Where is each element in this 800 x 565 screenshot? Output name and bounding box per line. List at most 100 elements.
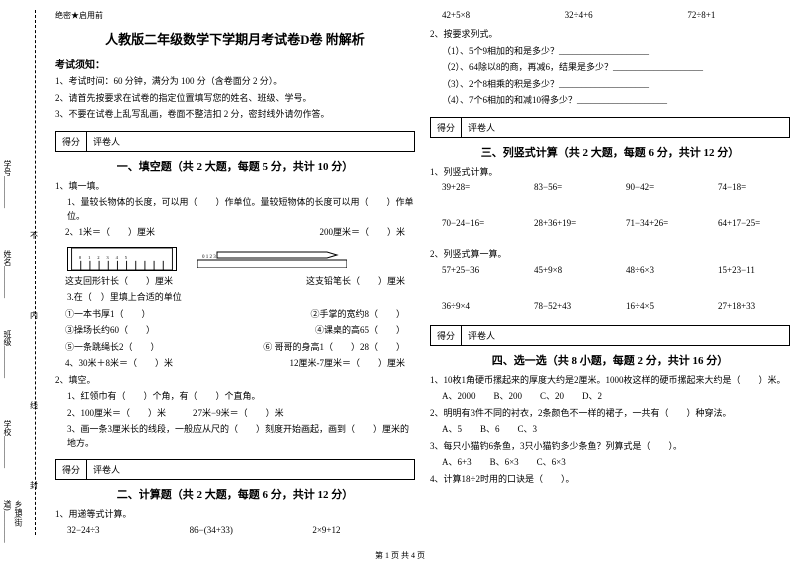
- section-1-title: 一、填空题（共 2 大题，每题 5 分，共计 10 分）: [55, 158, 415, 174]
- opt: ②手掌的宽约8（ ）: [310, 308, 405, 322]
- expr: 57+25−36: [442, 265, 514, 275]
- s3-q2: 2、列竖式算一算。: [430, 248, 790, 262]
- score-box: 得分 评卷人: [55, 131, 415, 152]
- expr: 74−18=: [718, 182, 790, 192]
- s2-q2-item: （3）、2个8相乘的积是多少？____________________: [430, 78, 790, 92]
- q1-3-row: ①一本书厚1（ ） ②手掌的宽约8（ ）: [55, 308, 415, 322]
- s3-q1: 1、列竖式计算。: [430, 166, 790, 180]
- binding-field-school: 学校________: [2, 420, 13, 468]
- score-box: 得分 评卷人: [55, 459, 415, 480]
- svg-text:4: 4: [116, 255, 119, 260]
- q1-1: 1、量较长物体的长度，可以用（ ）作单位。量较短物体的长度可以用（ ）作单位。: [55, 196, 415, 223]
- binding-field-name: 姓名________: [2, 250, 13, 298]
- pencil-icon: 0 1 2 3 4 5 6 7 8 9 10: [197, 250, 347, 268]
- expr: 83−56=: [534, 182, 606, 192]
- svg-text:3: 3: [106, 255, 109, 260]
- expr: 78−52+43: [534, 301, 606, 311]
- q2-1: 1、红领巾有（ ）个角，有（ ）个直角。: [55, 390, 415, 404]
- expr: 48÷6×3: [626, 265, 698, 275]
- opt: 4、30米＋8米＝（ ）米: [65, 357, 173, 371]
- q1-2: 2、1米＝（ ）厘米 200厘米＝（ ）米: [55, 226, 415, 240]
- s4-q2: 2、明明有3件不同的衬衣，2条颜色不一样的裙子，一共有（ ）种穿法。: [430, 407, 790, 421]
- binding-field-id: 学号________: [2, 160, 13, 208]
- q2: 2、填空。: [55, 374, 415, 388]
- expr: 90−42=: [626, 182, 698, 192]
- s4-q1-opts: A、2000 B、200 C、20 D、2: [430, 390, 790, 404]
- expr: 32−24÷3: [67, 525, 170, 535]
- binding-char: 封: [30, 480, 38, 491]
- secret-label: 绝密★启用前: [55, 10, 415, 21]
- ruler-label: 这支回形针长（ ）厘米: [65, 275, 173, 289]
- q1: 1、填一填。: [55, 180, 415, 194]
- q2-3: 3、画一条3厘米长的线段，一般应从尺的（ ）刻度开始画起，画到（ ）厘米的地方。: [55, 423, 415, 450]
- s4-q1: 1、10枚1角硬币摞起来的厚度大约是2厘米。1000枚这样的硬币摞起来大约是（ …: [430, 374, 790, 388]
- binding-dashed-line: [35, 10, 36, 535]
- ruler-icon: 01 23 45: [67, 247, 177, 271]
- expr: 16÷4×5: [626, 301, 698, 311]
- expr: 86−(34+33): [190, 525, 293, 535]
- s2-q2-item: （2）、64除以8的商，再减6，结果是多少？__________________…: [430, 61, 790, 75]
- expr: 2×9+12: [312, 525, 415, 535]
- pen-label: 这支铅笔长（ ）厘米: [306, 275, 405, 289]
- calc-row: 70−24−16= 28+36+19= 71−34+26= 64+17−25=: [430, 218, 790, 228]
- exam-title: 人教版二年级数学下学期月考试卷D卷 附解析: [55, 29, 415, 48]
- binding-char: 不: [30, 230, 38, 241]
- score-box: 得分 评卷人: [430, 325, 790, 346]
- calc-row: 57+25−36 45+9×8 48÷6×3 15+23−11: [430, 265, 790, 275]
- opt: ⑤一条跳绳长2（ ）: [65, 341, 160, 355]
- q2-2: 2、100厘米＝（ ）米 27米−9米＝（ ）米: [55, 407, 415, 421]
- opt: ④课桌的高65（ ）: [315, 324, 405, 338]
- q1-3: 3.在（ ）里填上合适的单位: [55, 291, 415, 305]
- calc-row: 36÷9×4 78−52+43 16÷4×5 27+18+33: [430, 301, 790, 311]
- page-content: 绝密★启用前 人教版二年级数学下学期月考试卷D卷 附解析 考试须知： 1、考试时…: [50, 0, 800, 565]
- calc-row: 32−24÷3 86−(34+33) 2×9+12: [55, 525, 415, 535]
- marker-label: 评卷人: [87, 132, 137, 151]
- expr: 39+28=: [442, 182, 514, 192]
- expr: 70−24−16=: [442, 218, 514, 228]
- opt: ③操场长约60（ ）: [65, 324, 155, 338]
- q1-2a: 2、1米＝（ ）厘米: [65, 226, 155, 240]
- notice-item: 3、不要在试卷上乱写乱画，卷面不整洁扣 2 分，密封线外请勿作答。: [55, 108, 415, 121]
- left-column: 绝密★启用前 人教版二年级数学下学期月考试卷D卷 附解析 考试须知： 1、考试时…: [55, 10, 415, 545]
- expr: 32÷4+6: [565, 10, 668, 20]
- q1-3-row: ③操场长约60（ ） ④课桌的高65（ ）: [55, 324, 415, 338]
- expr: 28+36+19=: [534, 218, 606, 228]
- s4-q2-opts: A、5 B、6 C、3: [430, 423, 790, 437]
- right-column: 42+5×8 32÷4+6 72÷8+1 2、按要求列式。 （1）、5个9相加的…: [430, 10, 790, 545]
- svg-text:1: 1: [88, 255, 91, 260]
- ruler-row: 01 23 45 0 1 2 3 4 5 6 7 8 9 10: [55, 247, 415, 271]
- expr: 71−34+26=: [626, 218, 698, 228]
- q1-3-row: ⑤一条跳绳长2（ ） ⑥ 哥哥的身高1（ ）28（ ）: [55, 341, 415, 355]
- score-label: 得分: [431, 118, 462, 137]
- expr: 42+5×8: [442, 10, 545, 20]
- svg-text:5: 5: [125, 255, 128, 260]
- notice-item: 1、考试时间：60 分钟，满分为 100 分（含卷面分 2 分）。: [55, 75, 415, 88]
- s4-q4: 4、计算18÷2时用的口诀是（ ）。: [430, 473, 790, 487]
- expr: 27+18+33: [718, 301, 790, 311]
- section-3-title: 三、列竖式计算（共 2 大题，每题 6 分，共计 12 分）: [430, 144, 790, 160]
- binding-field-class: 班级________: [2, 330, 13, 378]
- section-2-title: 二、计算题（共 2 大题，每题 6 分，共计 12 分）: [55, 486, 415, 502]
- section-4-title: 四、选一选（共 8 小题，每题 2 分，共计 16 分）: [430, 352, 790, 368]
- score-label: 得分: [56, 460, 87, 479]
- marker-label: 评卷人: [462, 326, 512, 345]
- binding-margin: 乡镇(街道)________ 学校________ 班级________ 姓名_…: [0, 0, 50, 565]
- s2-q2-item: （1）、5个9相加的和是多少？____________________: [430, 45, 790, 59]
- score-label: 得分: [431, 326, 462, 345]
- ruler-labels: 这支回形针长（ ）厘米 这支铅笔长（ ）厘米: [55, 275, 415, 289]
- calc-row: 42+5×8 32÷4+6 72÷8+1: [430, 10, 790, 20]
- svg-text:2: 2: [97, 255, 100, 260]
- q1-2b: 200厘米＝（ ）米: [319, 226, 405, 240]
- expr: 15+23−11: [718, 265, 790, 275]
- page-footer: 第 1 页 共 4 页: [0, 550, 800, 561]
- notice-item: 2、请首先按要求在试卷的指定位置填写您的姓名、班级、学号。: [55, 92, 415, 105]
- opt: ①一本书厚1（ ）: [65, 308, 151, 322]
- expr: 45+9×8: [534, 265, 606, 275]
- score-box: 得分 评卷人: [430, 117, 790, 138]
- s4-q3: 3、每只小猫钓6条鱼，3只小猫钓多少条鱼？列算式是（ ）。: [430, 440, 790, 454]
- q1-3-row: 4、30米＋8米＝（ ）米 12厘米-7厘米＝（ ）厘米: [55, 357, 415, 371]
- s2-q1: 1、用递等式计算。: [55, 508, 415, 522]
- expr: 64+17−25=: [718, 218, 790, 228]
- s4-q3-opts: A、6+3 B、6×3 C、6×3: [430, 456, 790, 470]
- score-label: 得分: [56, 132, 87, 151]
